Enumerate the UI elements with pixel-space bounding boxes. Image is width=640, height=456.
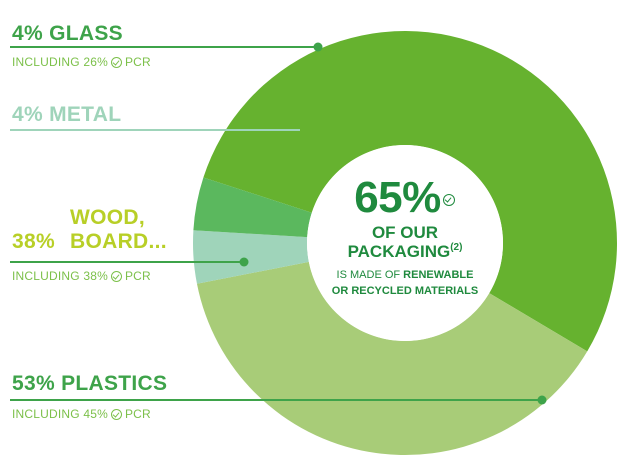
- center-line3-bold: RENEWABLE: [403, 269, 474, 281]
- center-line1: OF OUR: [371, 223, 439, 242]
- metal-label: 4% METAL: [12, 103, 122, 126]
- center-line3-prefix: IS MADE OF: [336, 269, 401, 281]
- glass-label: 4% GLASS: [12, 22, 123, 45]
- donut-slices: [193, 30, 618, 455]
- plastics-label: 53% PLASTICS: [12, 372, 168, 395]
- slice-glass: [193, 177, 312, 238]
- center-line2: PACKAGING(2): [307, 242, 503, 262]
- wood-sub-suffix: PCR: [124, 269, 151, 283]
- center-footnote: (2): [450, 242, 463, 253]
- slice-wood-board: [196, 261, 588, 455]
- donut-hole: [307, 145, 503, 341]
- slice-metal: [193, 230, 309, 284]
- wood-label-line1: WOOD,: [70, 206, 145, 229]
- check-circle-icon: [442, 194, 455, 206]
- center-line3: IS MADE OF RENEWABLE: [307, 269, 503, 281]
- glass-sub-suffix: PCR: [124, 55, 151, 69]
- donut-center: 65% OF OUR PACKAGING(2) IS MADE OF RENEW…: [307, 145, 503, 341]
- wood-sublabel: INCLUDING 38% PCR: [12, 269, 151, 283]
- wood-pct-label: 38%: [12, 230, 55, 253]
- center-value: 65%: [354, 173, 441, 222]
- leader-glass-dot: [313, 42, 323, 52]
- center-line2-text: PACKAGING: [347, 242, 451, 261]
- center-line4: OR RECYCLED MATERIALS: [331, 285, 479, 297]
- check-circle-icon: [110, 408, 122, 420]
- plastics-sub-text: INCLUDING 45%: [12, 407, 108, 421]
- plastics-sub-suffix: PCR: [124, 407, 151, 421]
- glass-sublabel: INCLUDING 26% PCR: [12, 55, 151, 69]
- check-circle-icon: [110, 270, 122, 282]
- leader-plastics-dot: [537, 395, 547, 405]
- plastics-sublabel: INCLUDING 45% PCR: [12, 407, 151, 421]
- slice-plastics: [203, 30, 618, 352]
- leader-lines: [10, 42, 547, 405]
- center-percentage: 65%: [307, 173, 503, 223]
- glass-sub-text: INCLUDING 26%: [12, 55, 108, 69]
- wood-sub-text: INCLUDING 38%: [12, 269, 108, 283]
- wood-label-line2: BOARD...: [70, 230, 167, 253]
- check-circle-icon: [110, 56, 122, 68]
- leader-wood-dot: [239, 257, 249, 267]
